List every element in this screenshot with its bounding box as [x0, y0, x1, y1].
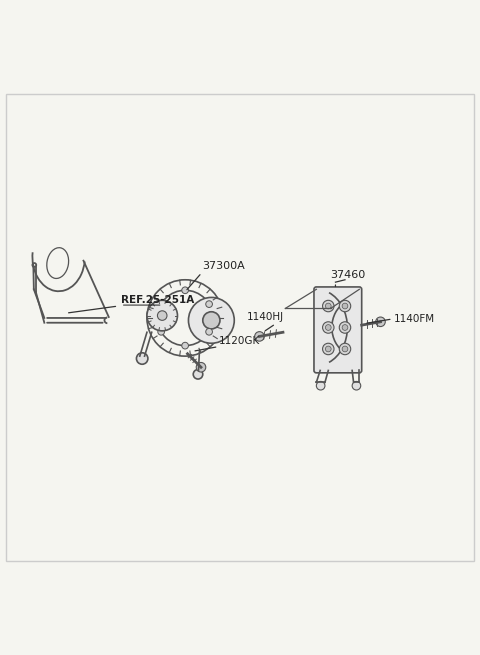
Text: 37300A: 37300A: [202, 261, 245, 271]
Circle shape: [182, 287, 189, 293]
Circle shape: [325, 346, 331, 352]
Circle shape: [158, 301, 165, 307]
Circle shape: [323, 343, 334, 355]
Text: REF.25-251A: REF.25-251A: [120, 295, 194, 305]
Circle shape: [206, 301, 213, 307]
Circle shape: [157, 310, 167, 320]
Circle shape: [339, 322, 351, 333]
Text: 37460: 37460: [331, 270, 366, 280]
Circle shape: [136, 353, 148, 364]
Circle shape: [158, 328, 165, 335]
Circle shape: [342, 346, 348, 352]
Circle shape: [323, 322, 334, 333]
Circle shape: [352, 381, 361, 390]
Circle shape: [376, 317, 385, 327]
Circle shape: [182, 343, 189, 349]
Circle shape: [339, 300, 351, 312]
Text: 1140HJ: 1140HJ: [247, 312, 284, 322]
Circle shape: [203, 312, 220, 329]
Circle shape: [316, 381, 325, 390]
FancyBboxPatch shape: [314, 287, 362, 373]
Circle shape: [196, 362, 206, 372]
Circle shape: [325, 325, 331, 330]
Circle shape: [323, 300, 334, 312]
Circle shape: [193, 369, 203, 379]
Circle shape: [339, 343, 351, 355]
Text: 1140FM: 1140FM: [394, 314, 435, 324]
Circle shape: [325, 303, 331, 309]
Circle shape: [342, 325, 348, 330]
Circle shape: [189, 297, 234, 343]
Circle shape: [206, 328, 213, 335]
Text: 1120GK: 1120GK: [218, 335, 260, 346]
Circle shape: [255, 331, 264, 341]
Circle shape: [147, 300, 178, 331]
Circle shape: [342, 303, 348, 309]
